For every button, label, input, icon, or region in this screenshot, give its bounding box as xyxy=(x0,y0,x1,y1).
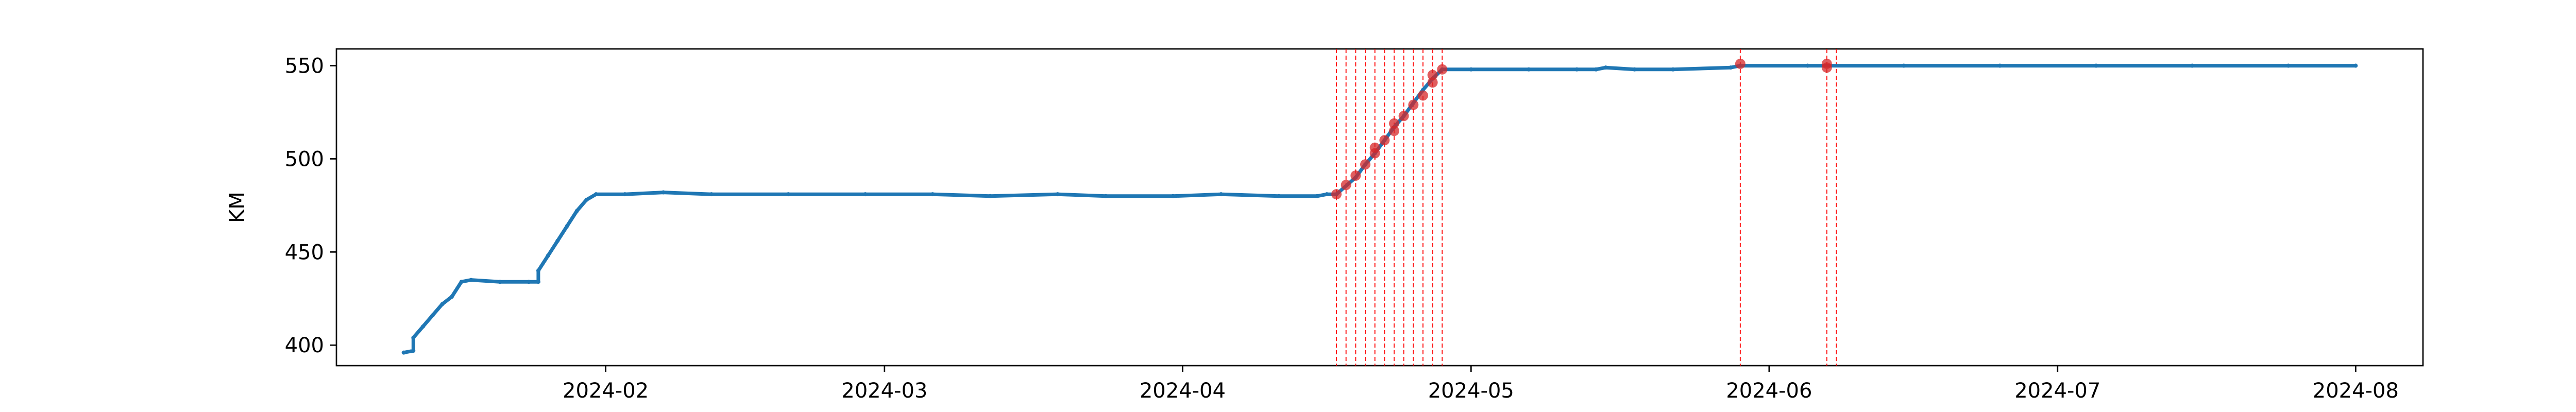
series-point-1 xyxy=(411,349,416,353)
x-tick-label-2: 2024-04 xyxy=(1140,379,1226,403)
x-tick-label-4: 2024-06 xyxy=(1726,379,1812,403)
series-point-10 xyxy=(527,280,531,284)
series-point-31 xyxy=(1315,194,1319,198)
x-tick-label-0: 2024-02 xyxy=(563,379,649,403)
series-point-3 xyxy=(420,324,425,329)
marker-point-12 xyxy=(1427,77,1438,88)
axes: 2024-02 2024-03 2024-04 2024-05 2024-06 2024-… xyxy=(285,55,2399,403)
series-point-23 xyxy=(863,192,868,197)
event-lines xyxy=(1336,49,1837,366)
series-point-28 xyxy=(1171,194,1175,198)
marker-point-15 xyxy=(1735,58,1745,69)
marker-layer xyxy=(1331,58,1832,200)
x-tick-label-3: 2024-05 xyxy=(1428,379,1514,403)
series-point-17 xyxy=(584,198,589,202)
y-tick-label-2: 500 xyxy=(285,147,324,171)
y-axis-label: KM xyxy=(226,192,249,223)
series-point-4 xyxy=(430,313,435,318)
marker-point-11 xyxy=(1417,90,1428,101)
series-line-0 xyxy=(402,64,2358,355)
series-point-48 xyxy=(1603,65,1608,70)
series-point-44 xyxy=(1469,67,1473,72)
series-point-12 xyxy=(536,268,540,273)
series-point-20 xyxy=(661,190,666,195)
marker-point-8 xyxy=(1388,118,1399,129)
series-point-0 xyxy=(401,350,406,355)
series-point-7 xyxy=(459,280,464,284)
y-tick-label-1: 450 xyxy=(285,241,324,264)
series-point-49 xyxy=(1632,67,1637,72)
marker-point-10 xyxy=(1408,99,1419,110)
series-point-6 xyxy=(449,295,454,299)
series-point-58 xyxy=(2286,63,2291,68)
series-point-22 xyxy=(786,192,791,197)
series-point-30 xyxy=(1277,194,1281,198)
series-point-56 xyxy=(2094,63,2098,68)
y-tick-label-0: 400 xyxy=(285,334,324,357)
series-point-24 xyxy=(930,192,935,197)
marker-point-7 xyxy=(1388,126,1399,136)
series-point-11 xyxy=(536,280,540,284)
series-point-19 xyxy=(622,192,627,197)
x-tick-label-6: 2024-08 xyxy=(2313,379,2399,403)
plot-frame xyxy=(335,48,2424,367)
series-point-18 xyxy=(594,192,598,197)
marker-point-0 xyxy=(1331,189,1342,200)
series-point-15 xyxy=(565,224,569,228)
series-point-51 xyxy=(1728,65,1733,70)
series-point-57 xyxy=(2190,63,2195,68)
series-point-50 xyxy=(1671,67,1675,72)
marker-point-13 xyxy=(1427,70,1438,80)
series-point-29 xyxy=(1219,192,1224,197)
series-point-32 xyxy=(1325,192,1329,197)
series-point-26 xyxy=(1055,192,1060,197)
series-point-27 xyxy=(1104,194,1108,198)
marker-point-2 xyxy=(1350,170,1361,181)
series-point-8 xyxy=(469,278,473,282)
series-point-59 xyxy=(2353,63,2358,68)
series-point-46 xyxy=(1574,67,1579,72)
series-point-13 xyxy=(546,253,550,258)
y-tick-label-3: 550 xyxy=(285,55,324,78)
series-point-21 xyxy=(709,192,714,197)
x-tick-label-1: 2024-03 xyxy=(841,379,927,403)
marker-point-14 xyxy=(1437,64,1448,75)
marker-point-9 xyxy=(1398,111,1409,122)
series-point-16 xyxy=(574,209,579,213)
series-point-2 xyxy=(411,335,416,340)
series-point-55 xyxy=(1997,63,2002,68)
series-point-54 xyxy=(1902,63,1906,68)
series-point-9 xyxy=(498,280,502,284)
series-point-14 xyxy=(555,238,560,243)
marker-point-5 xyxy=(1369,142,1380,153)
marker-point-6 xyxy=(1379,135,1390,146)
series-point-25 xyxy=(988,194,993,198)
series-point-47 xyxy=(1594,67,1598,72)
marker-point-3 xyxy=(1360,159,1371,170)
x-tick-label-5: 2024-07 xyxy=(2014,379,2100,403)
series-point-5 xyxy=(440,302,445,306)
marker-point-1 xyxy=(1341,180,1351,191)
marker-point-17 xyxy=(1821,58,1832,69)
series-point-45 xyxy=(1527,67,1531,72)
series-point-53 xyxy=(1805,63,1810,68)
